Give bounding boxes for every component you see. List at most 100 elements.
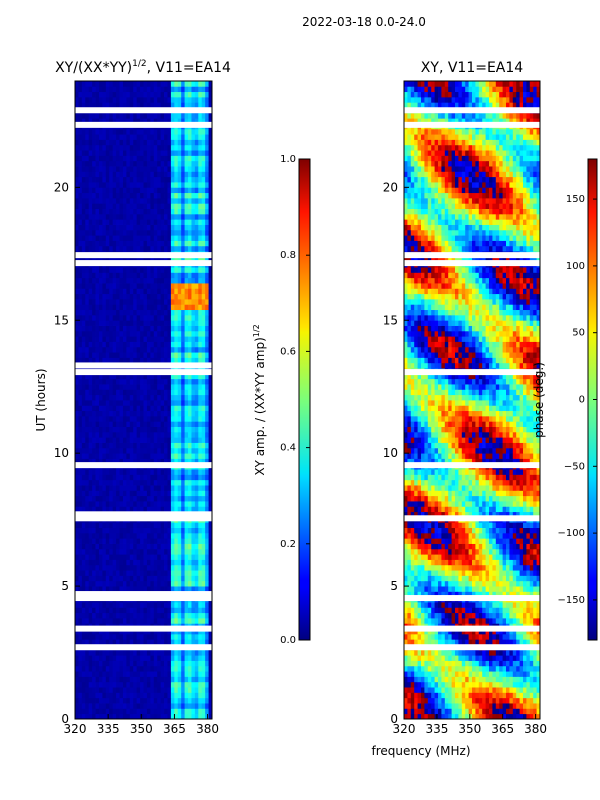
amplitude-heatmap-cell <box>75 240 79 247</box>
amplitude-heatmap-cell <box>174 421 179 427</box>
amplitude-heatmap-cell <box>164 341 168 348</box>
amplitude-heatmap-cell <box>102 649 107 656</box>
amplitude-heatmap-cell <box>75 474 79 481</box>
phase-heatmap-cell <box>451 713 456 720</box>
amplitude-heatmap-cell <box>191 655 196 661</box>
amplitude-heatmap-cell <box>191 182 196 188</box>
amplitude-heatmap-cell <box>95 713 100 720</box>
amplitude-heatmap-cell <box>85 532 90 539</box>
amplitude-heatmap-cell <box>208 187 213 194</box>
amplitude-heatmap-cell <box>177 713 182 720</box>
amplitude-heatmap-cell <box>150 373 155 380</box>
amplitude-heatmap-cell <box>181 506 185 513</box>
amplitude-heatmap-cell <box>188 405 192 412</box>
amplitude-heatmap-cell <box>81 91 86 98</box>
amplitude-heatmap-cell <box>177 389 182 396</box>
amplitude-heatmap-cell <box>129 458 134 465</box>
amplitude-heatmap-cell <box>95 697 100 704</box>
amplitude-heatmap-cell <box>160 245 165 252</box>
amplitude-heatmap-cell <box>143 378 148 385</box>
amplitude-heatmap-cell <box>116 235 120 241</box>
amplitude-heatmap-cell <box>177 229 182 236</box>
amplitude-heatmap-cell <box>191 410 196 417</box>
amplitude-heatmap-cell <box>129 176 134 183</box>
amplitude-heatmap-cell <box>98 112 103 119</box>
amplitude-heatmap-cell <box>201 458 206 465</box>
amplitude-heatmap-cell <box>75 639 79 645</box>
amplitude-heatmap-cell <box>116 160 120 167</box>
amplitude-heatmap-cell <box>116 570 120 576</box>
amplitude-heatmap-cell <box>191 112 196 119</box>
amplitude-heatmap-cell <box>102 150 107 156</box>
amplitude-heatmap-cell <box>109 580 114 587</box>
amplitude-heatmap-cell <box>174 607 179 614</box>
amplitude-heatmap-cell <box>98 150 103 156</box>
amplitude-heatmap-cell <box>188 389 192 396</box>
amplitude-heatmap-cell <box>116 144 120 151</box>
amplitude-heatmap-cell <box>146 272 151 279</box>
amplitude-heatmap-cell <box>146 389 151 396</box>
amplitude-heatmap-cell <box>201 665 206 672</box>
amplitude-heatmap-cell <box>140 240 144 247</box>
amplitude-heatmap-cell <box>98 415 103 422</box>
amplitude-heatmap-cell <box>205 665 209 672</box>
amplitude-heatmap-cell <box>153 139 158 146</box>
amplitude-heatmap-cell <box>184 166 189 172</box>
amplitude-heatmap-cell <box>181 155 185 162</box>
amplitude-heatmap-cell <box>177 575 182 582</box>
amplitude-heatmap-cell <box>119 501 124 507</box>
amplitude-heatmap-cell <box>164 543 168 550</box>
amplitude-heatmap-cell <box>205 197 209 204</box>
amplitude-heatmap-cell <box>205 687 209 693</box>
amplitude-heatmap-cell <box>95 527 100 534</box>
amplitude-heatmap-cell <box>136 543 141 550</box>
amplitude-heatmap-cell <box>122 213 127 220</box>
amplitude-heatmap-cell <box>109 421 114 427</box>
amplitude-heatmap-cell <box>208 485 213 491</box>
amplitude-heatmap-cell <box>194 703 199 709</box>
amplitude-heatmap-cell <box>191 86 196 93</box>
phase-heatmap-cell <box>495 713 500 720</box>
amplitude-heatmap-cell <box>160 118 165 124</box>
amplitude-heatmap-cell <box>160 240 165 247</box>
amplitude-heatmap-cell <box>164 660 168 667</box>
amplitude-heatmap-cell <box>98 235 103 241</box>
amplitude-heatmap-cell <box>102 559 107 566</box>
amplitude-heatmap-cell <box>88 639 93 645</box>
amplitude-heatmap-cell <box>167 676 172 683</box>
amplitude-heatmap-cell <box>194 394 199 401</box>
amplitude-heatmap-cell <box>153 506 158 513</box>
phase-heatmap-cell <box>492 703 497 709</box>
amplitude-heatmap-cell <box>102 490 107 497</box>
amplitude-heatmap-cell <box>112 197 117 204</box>
amplitude-heatmap-cell <box>184 671 189 677</box>
amplitude-heatmap-cell <box>109 495 114 502</box>
amplitude-heatmap-cell <box>174 602 179 608</box>
amplitude-heatmap-cell <box>75 384 79 390</box>
amplitude-heatmap-cell <box>136 548 141 555</box>
amplitude-heatmap-cell <box>167 437 172 443</box>
amplitude-heatmap-cell <box>78 649 83 656</box>
amplitude-heatmap-cell <box>85 421 90 427</box>
amplitude-heatmap-cell <box>177 708 182 715</box>
amplitude-heatmap-cell <box>112 453 117 459</box>
amplitude-heatmap-cell <box>208 602 213 608</box>
amplitude-heatmap-cell <box>167 144 172 151</box>
amplitude-heatmap-cell <box>119 293 124 300</box>
amplitude-heatmap-cell <box>191 570 196 576</box>
amplitude-title-suffix: , V11=EA14 <box>147 60 231 76</box>
amplitude-heatmap-cell <box>78 692 83 699</box>
amplitude-heatmap-cell <box>81 633 86 640</box>
amplitude-heatmap-cell <box>160 208 165 215</box>
amplitude-heatmap-cell <box>205 660 209 667</box>
amplitude-heatmap-cell <box>98 336 103 342</box>
amplitude-heatmap-cell <box>143 187 148 194</box>
amplitude-heatmap-cell <box>157 676 162 683</box>
amplitude-heatmap-cell <box>78 267 83 273</box>
amplitude-heatmap-cell <box>129 490 134 497</box>
amplitude-heatmap-cell <box>81 309 86 316</box>
amplitude-heatmap-cell <box>133 633 138 640</box>
amplitude-heatmap-cell <box>95 309 100 316</box>
amplitude-heatmap-cell <box>85 410 90 417</box>
amplitude-heatmap-cell <box>102 144 107 151</box>
